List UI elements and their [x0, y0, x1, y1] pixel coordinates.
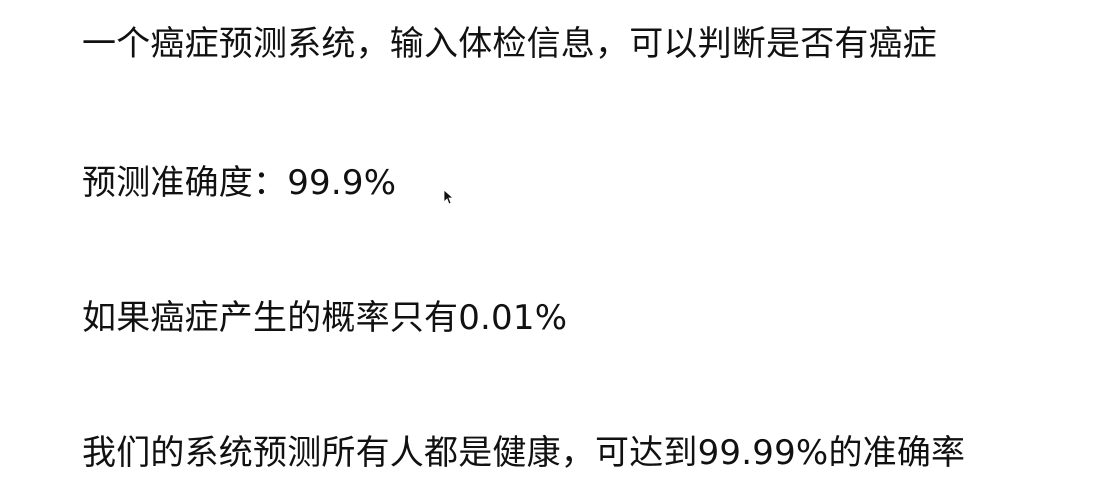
text-line-3: 如果癌症产生的概率只有0.01% — [82, 298, 568, 338]
text-line-1: 一个癌症预测系统，输入体检信息，可以判断是否有癌症 — [82, 24, 937, 64]
mouse-pointer-icon — [443, 189, 453, 205]
text-line-2: 预测准确度：99.9% — [82, 163, 397, 203]
text-line-4: 我们的系统预测所有人都是健康，可达到99.99%的准确率 — [82, 433, 966, 473]
